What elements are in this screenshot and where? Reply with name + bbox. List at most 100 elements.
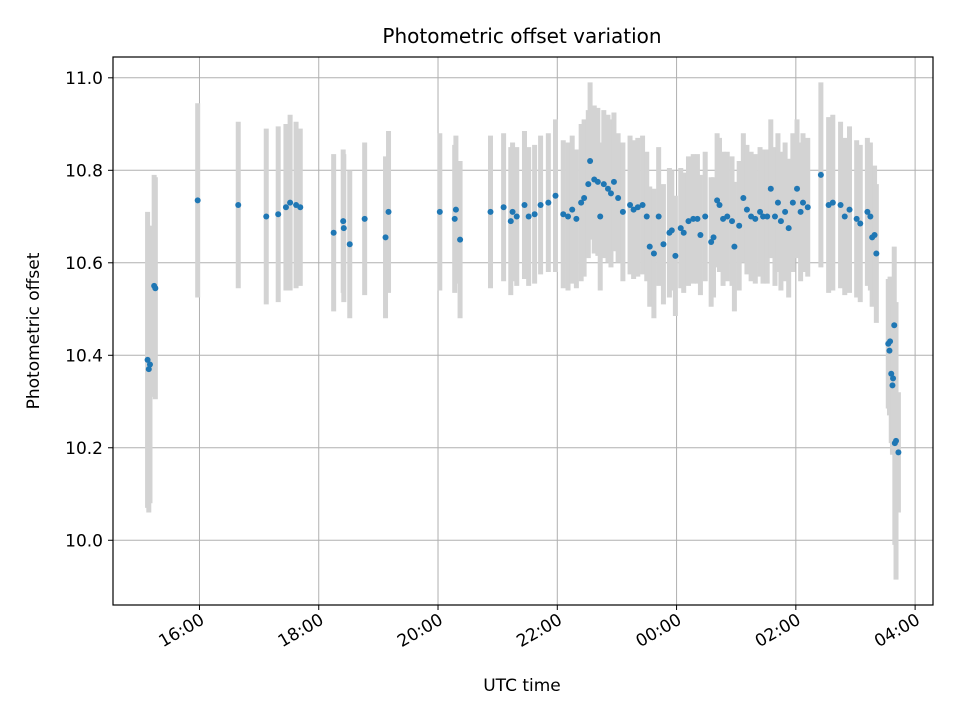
data-point — [888, 370, 895, 377]
y-tick-label: 11.0 — [65, 69, 103, 89]
data-point — [677, 225, 684, 232]
data-point — [886, 347, 893, 354]
data-point — [829, 199, 836, 206]
data-point — [702, 213, 709, 220]
data-point — [340, 225, 347, 232]
data-point — [660, 241, 667, 248]
data-point — [552, 192, 559, 199]
data-point — [573, 215, 580, 222]
data-point — [710, 234, 717, 241]
data-point — [643, 213, 650, 220]
y-tick-label: 10.4 — [65, 346, 103, 366]
data-point — [385, 208, 392, 215]
data-point — [736, 222, 743, 229]
data-point — [889, 382, 896, 389]
y-tick-label: 10.2 — [65, 439, 103, 459]
data-point — [871, 232, 878, 239]
data-point — [774, 199, 781, 206]
data-point — [282, 204, 289, 211]
data-point — [841, 213, 848, 220]
data-point — [604, 185, 611, 192]
data-point — [740, 195, 747, 202]
data-point — [650, 250, 657, 257]
data-point — [436, 208, 443, 215]
data-point — [152, 285, 159, 292]
data-point — [146, 361, 153, 368]
data-point — [743, 206, 750, 213]
data-point — [340, 218, 347, 225]
data-point — [297, 204, 304, 211]
data-point — [867, 213, 874, 220]
data-point — [789, 199, 796, 206]
data-point — [714, 197, 721, 204]
y-tick-label: 10.8 — [65, 161, 103, 181]
data-point — [275, 211, 282, 218]
data-point — [597, 213, 604, 220]
data-point — [764, 213, 771, 220]
y-tick-label: 10.0 — [65, 531, 103, 551]
data-point — [560, 211, 567, 218]
data-point — [757, 208, 764, 215]
data-point — [646, 243, 653, 250]
data-point — [752, 215, 759, 222]
data-point — [729, 218, 736, 225]
data-point — [716, 201, 723, 208]
data-point — [697, 232, 704, 239]
data-point — [287, 199, 294, 206]
data-point — [724, 213, 731, 220]
data-point — [565, 213, 572, 220]
data-point — [794, 185, 801, 192]
data-point — [545, 199, 552, 206]
data-point — [760, 213, 767, 220]
data-point — [891, 322, 898, 329]
data-point — [782, 208, 789, 215]
data-points — [144, 158, 902, 456]
y-axis-ticks: 10.0 10.2 10.4 10.6 10.8 11.0 — [65, 69, 113, 551]
data-point — [864, 208, 871, 215]
data-point — [890, 375, 897, 382]
data-point — [685, 218, 692, 225]
data-point — [777, 218, 784, 225]
data-point — [145, 366, 152, 373]
data-point — [330, 229, 337, 236]
data-point — [194, 197, 201, 204]
data-point — [594, 178, 601, 185]
data-point — [627, 201, 634, 208]
data-point — [639, 201, 646, 208]
data-point — [525, 213, 532, 220]
data-point — [853, 215, 860, 222]
data-point — [521, 201, 528, 208]
data-point — [457, 236, 464, 243]
data-point — [607, 190, 614, 197]
data-point — [668, 227, 675, 234]
data-point — [452, 206, 459, 213]
data-point — [767, 185, 774, 192]
data-point — [500, 204, 507, 211]
data-point — [585, 181, 592, 188]
data-point — [837, 201, 844, 208]
data-point — [680, 229, 687, 236]
data-point — [857, 220, 864, 227]
data-point — [610, 178, 617, 185]
data-point — [263, 213, 270, 220]
data-point — [487, 208, 494, 215]
data-point — [513, 213, 520, 220]
data-point — [382, 234, 389, 241]
data-point — [451, 215, 458, 222]
data-point — [771, 213, 778, 220]
data-point — [690, 215, 697, 222]
data-point — [731, 243, 738, 250]
data-point — [846, 206, 853, 213]
data-point — [797, 208, 804, 215]
data-point — [694, 215, 701, 222]
data-point — [619, 208, 626, 215]
data-point — [672, 252, 679, 259]
data-point — [144, 356, 151, 363]
data-point — [537, 201, 544, 208]
data-point — [346, 241, 353, 248]
data-point — [531, 211, 538, 218]
data-point — [569, 206, 576, 213]
data-point — [600, 181, 607, 188]
